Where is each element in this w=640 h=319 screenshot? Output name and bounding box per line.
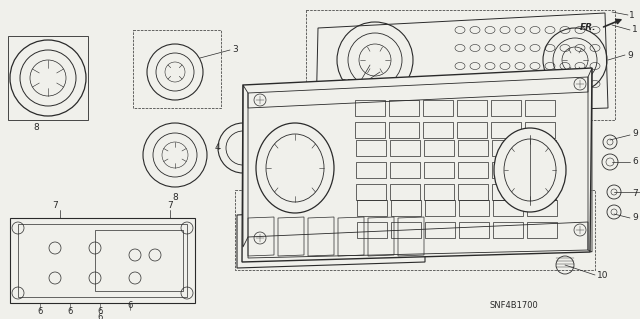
Text: 9: 9	[632, 213, 637, 222]
Bar	[18, 224, 187, 297]
Text: 5: 5	[346, 79, 352, 88]
Bar	[389, 100, 419, 116]
Bar	[525, 122, 555, 138]
Text: 1: 1	[256, 234, 259, 239]
Ellipse shape	[494, 128, 566, 212]
Text: 2: 2	[286, 234, 289, 239]
Bar	[390, 162, 420, 178]
Bar	[492, 140, 522, 156]
Bar	[492, 184, 522, 200]
Bar	[424, 200, 454, 216]
Bar	[527, 200, 557, 216]
Bar	[95, 230, 183, 291]
Bar	[389, 122, 419, 138]
Text: 1: 1	[629, 11, 635, 19]
Text: 2: 2	[492, 235, 498, 244]
Text: 6: 6	[127, 300, 132, 309]
Text: 6: 6	[97, 314, 102, 319]
Bar	[457, 122, 487, 138]
Bar	[491, 122, 521, 138]
Bar	[355, 100, 385, 116]
Bar	[525, 184, 556, 200]
Bar	[458, 162, 488, 178]
Bar	[527, 222, 557, 238]
Text: 10: 10	[597, 271, 609, 279]
Text: 4: 4	[346, 234, 349, 239]
Bar	[492, 162, 522, 178]
Ellipse shape	[256, 123, 334, 213]
Text: 7: 7	[52, 202, 58, 211]
Text: 7: 7	[632, 189, 637, 198]
Bar	[493, 222, 522, 238]
Bar	[8, 36, 88, 120]
Text: 3: 3	[316, 234, 319, 239]
Bar	[133, 30, 221, 108]
Bar	[423, 122, 453, 138]
Bar	[424, 140, 454, 156]
Text: 9: 9	[627, 50, 633, 60]
Text: 8: 8	[33, 123, 39, 132]
Bar	[525, 100, 555, 116]
Bar	[458, 184, 488, 200]
Bar	[356, 140, 385, 156]
Bar	[491, 100, 521, 116]
Bar	[525, 140, 556, 156]
Bar	[458, 140, 488, 156]
Text: 6: 6	[37, 308, 43, 316]
Text: 6: 6	[97, 308, 102, 316]
Bar	[423, 100, 453, 116]
Text: 7: 7	[167, 202, 173, 211]
Bar	[390, 140, 420, 156]
Text: 5: 5	[340, 78, 346, 87]
Bar	[525, 162, 556, 178]
Bar	[424, 222, 454, 238]
Bar	[493, 200, 522, 216]
Bar	[356, 222, 387, 238]
Text: 6: 6	[67, 308, 73, 316]
Bar	[390, 222, 420, 238]
Text: 1: 1	[632, 26, 637, 34]
Bar	[356, 162, 385, 178]
Text: 4: 4	[214, 144, 220, 152]
Text: 3: 3	[232, 44, 237, 54]
Text: 9: 9	[632, 130, 637, 138]
Bar	[390, 184, 420, 200]
Polygon shape	[242, 68, 592, 262]
Text: SNF4B1700: SNF4B1700	[490, 300, 539, 309]
Text: 6: 6	[406, 234, 410, 239]
Bar	[424, 162, 454, 178]
Text: FR.: FR.	[579, 24, 596, 33]
Bar	[390, 200, 420, 216]
Bar	[458, 200, 488, 216]
Bar	[356, 200, 387, 216]
Bar	[424, 184, 454, 200]
Bar	[355, 122, 385, 138]
Text: 5: 5	[376, 234, 380, 239]
Bar	[10, 218, 195, 303]
Bar	[356, 184, 385, 200]
Text: 6: 6	[632, 158, 637, 167]
Text: 8: 8	[172, 194, 178, 203]
Bar	[458, 222, 488, 238]
Bar	[457, 100, 487, 116]
